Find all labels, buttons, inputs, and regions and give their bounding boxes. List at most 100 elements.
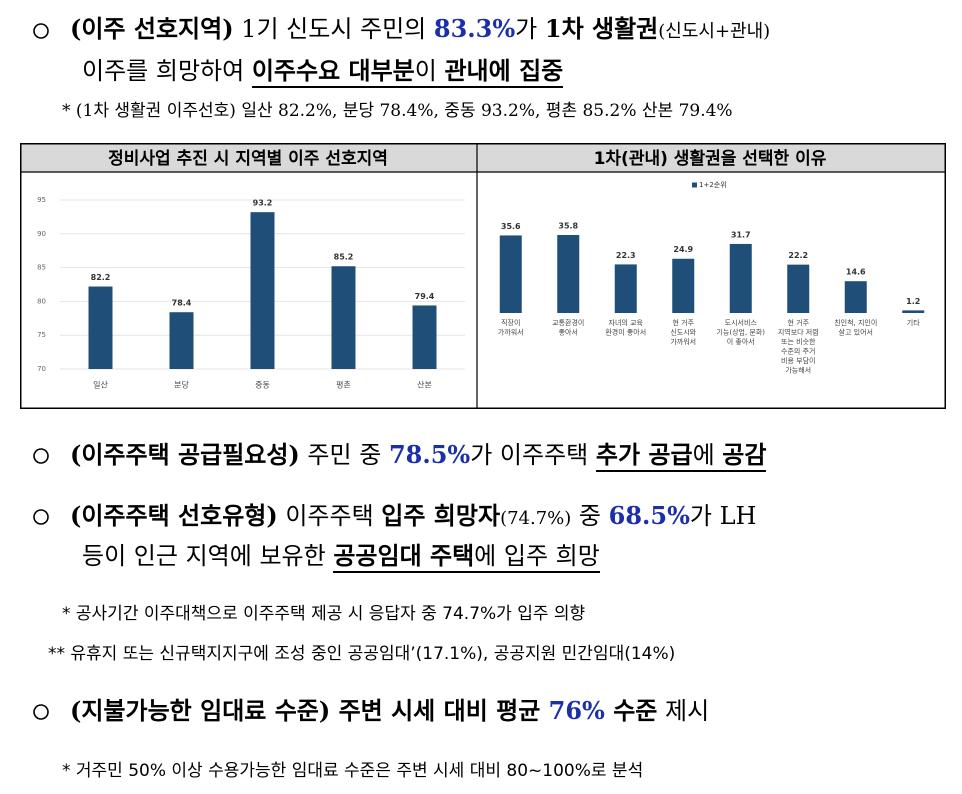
bar bbox=[672, 258, 695, 313]
value-label: 79.4 bbox=[415, 292, 435, 301]
x-tick-label: 자녀의 교육 환경이 좋아서 bbox=[605, 318, 646, 337]
text: 이주주택 bbox=[277, 502, 382, 530]
x-tick-label: 친인척, 지인이 살고 있어서 bbox=[834, 318, 877, 337]
value-label: 82.2 bbox=[91, 273, 111, 282]
chart-panel: 정비사업 추진 시 지역별 이주 선호지역 1차(관내) 생활권을 선택한 이유… bbox=[20, 143, 946, 409]
note: * 공사기간 이주대책으로 이주주택 제공 시 응답자 중 74.7%가 입주 … bbox=[62, 604, 586, 624]
note: * 거주민 50% 이상 수용가능한 임대료 수준은 주변 시세 대비 80~1… bbox=[62, 761, 644, 781]
heading: (이주 선호지역) bbox=[70, 14, 234, 43]
x-tick-label: 직장이 가까워서 bbox=[498, 318, 524, 337]
text: (신도시+관내) bbox=[658, 21, 771, 42]
highlight: 76% bbox=[548, 696, 605, 725]
underline: 이주수요 대부분이 관내에 집중 bbox=[251, 56, 564, 88]
bar bbox=[88, 286, 113, 369]
value-label: 93.2 bbox=[253, 199, 273, 208]
value-label: 22.2 bbox=[788, 251, 808, 260]
highlight: 83.3% bbox=[433, 14, 516, 43]
x-tick-label: 중동 bbox=[255, 381, 270, 390]
x-tick-label: 분당 bbox=[174, 380, 189, 390]
bar bbox=[499, 235, 522, 313]
bullet bbox=[33, 448, 49, 464]
x-tick-label: 기타 bbox=[907, 318, 920, 327]
bar bbox=[557, 235, 580, 313]
bullet bbox=[33, 704, 49, 720]
bar bbox=[787, 264, 810, 313]
heading: (지불가능한 임대료 수준) bbox=[70, 696, 331, 725]
x-tick-label: 산본 bbox=[417, 380, 432, 390]
emphasis: 공공임대 주택 bbox=[333, 541, 475, 570]
x-tick-label: 일산 bbox=[93, 380, 108, 390]
highlight: 78.5% bbox=[388, 440, 471, 469]
text-line: 등이 인근 지역에 보유한 공공임대 주택에 입주 희망 bbox=[82, 541, 600, 573]
emphasis: 공감 bbox=[722, 440, 767, 469]
text: 이주를 희망하여 bbox=[82, 57, 252, 85]
bar bbox=[169, 312, 194, 369]
value-label: 35.8 bbox=[558, 222, 578, 231]
value-label: 31.7 bbox=[731, 230, 751, 239]
bar bbox=[902, 310, 925, 313]
y-tick-label: 75 bbox=[37, 331, 46, 339]
underline: 추가 공급에 공감 bbox=[595, 440, 767, 472]
text: 이 bbox=[414, 57, 445, 85]
legend-label: 1+2순위 bbox=[699, 181, 727, 189]
text: 가 bbox=[515, 15, 545, 43]
x-tick-label: 도시서비스 기능(상업, 문화) 이 좋아서 bbox=[716, 318, 765, 346]
x-tick-label: 평촌 bbox=[336, 380, 351, 390]
value-label: 85.2 bbox=[334, 253, 354, 262]
text-line: (이주주택 공급필요성) 주민 중 78.5%가 이주주택 추가 공급에 공감 bbox=[70, 440, 767, 472]
x-tick-label: 현 거주 신도시와 가까워서 bbox=[670, 318, 696, 346]
text: 제시 bbox=[657, 697, 710, 725]
text: 1기 신도시 주민의 bbox=[233, 15, 434, 43]
text-line: 이주를 희망하여 이주수요 대부분이 관내에 집중 bbox=[82, 56, 564, 88]
frame bbox=[20, 143, 946, 409]
text: 에 bbox=[692, 441, 723, 469]
y-tick-label: 85 bbox=[37, 264, 46, 272]
value-label: 78.4 bbox=[172, 299, 192, 308]
text-line: (이주 선호지역) 1기 신도시 주민의 83.3%가 1차 생활권(신도시+관… bbox=[70, 14, 770, 47]
emphasis: 주변 시세 대비 평균 bbox=[330, 696, 549, 725]
text: 중 bbox=[571, 502, 609, 530]
bar bbox=[331, 266, 356, 369]
note: * (1차 생활권 이주선호) 일산 82.2%, 분당 78.4%, 중동 9… bbox=[62, 101, 733, 121]
x-tick-label: 교통환경이 좋아서 bbox=[552, 318, 584, 337]
chart-title: 정비사업 추진 시 지역별 이주 선호지역 bbox=[108, 149, 388, 169]
text: 등이 인근 지역에 보유한 bbox=[82, 542, 334, 570]
bar bbox=[412, 305, 437, 369]
chart-title: 1차(관내) 생활권을 선택한 이유 bbox=[594, 148, 827, 169]
value-label: 24.9 bbox=[673, 245, 693, 254]
underline: 공공임대 주택에 입주 희망 bbox=[333, 541, 600, 573]
bar bbox=[250, 212, 275, 369]
x-tick-label: 현 거주 지역보다 저렴 또는 비슷한 수준의 주거 비용 부담이 가능해서 bbox=[778, 318, 819, 375]
text: 에 입주 희망 bbox=[474, 542, 600, 570]
y-tick-label: 80 bbox=[37, 297, 46, 305]
text: (74.7%) bbox=[500, 508, 572, 529]
emphasis: 관내에 집중 bbox=[444, 56, 564, 85]
text: 가 이주주택 bbox=[470, 441, 596, 469]
bullet bbox=[33, 23, 49, 39]
note: ** 유휴지 또는 신규택지지구에 조성 중인 공공임대’(17.1%), 공공… bbox=[48, 644, 676, 664]
value-label: 35.6 bbox=[501, 222, 521, 231]
emphasis: 추가 공급 bbox=[595, 440, 693, 469]
heading: (이주주택 선호유형) bbox=[70, 501, 278, 530]
text-line: (지불가능한 임대료 수준) 주변 시세 대비 평균 76% 수준 제시 bbox=[70, 696, 709, 726]
bar bbox=[614, 264, 637, 313]
emphasis: 입주 희망자 bbox=[381, 501, 501, 530]
y-tick-label: 95 bbox=[37, 196, 46, 204]
value-label: 1.2 bbox=[906, 297, 920, 306]
emphasis: 이주수요 대부분 bbox=[251, 56, 415, 85]
heading: (이주주택 공급필요성) bbox=[70, 440, 300, 469]
emphasis: 1차 생활권 bbox=[544, 14, 659, 43]
bar bbox=[844, 281, 867, 313]
y-tick-label: 70 bbox=[37, 365, 46, 373]
emphasis: 수준 bbox=[604, 696, 658, 725]
bar bbox=[729, 243, 752, 313]
header-row bbox=[20, 143, 946, 172]
value-label: 14.6 bbox=[846, 268, 866, 277]
bullet bbox=[33, 509, 49, 525]
text: 가 LH bbox=[689, 502, 757, 530]
value-label: 22.3 bbox=[616, 251, 636, 260]
text: 주민 중 bbox=[299, 441, 389, 469]
highlight: 68.5% bbox=[608, 501, 690, 530]
y-tick-label: 90 bbox=[37, 230, 46, 238]
